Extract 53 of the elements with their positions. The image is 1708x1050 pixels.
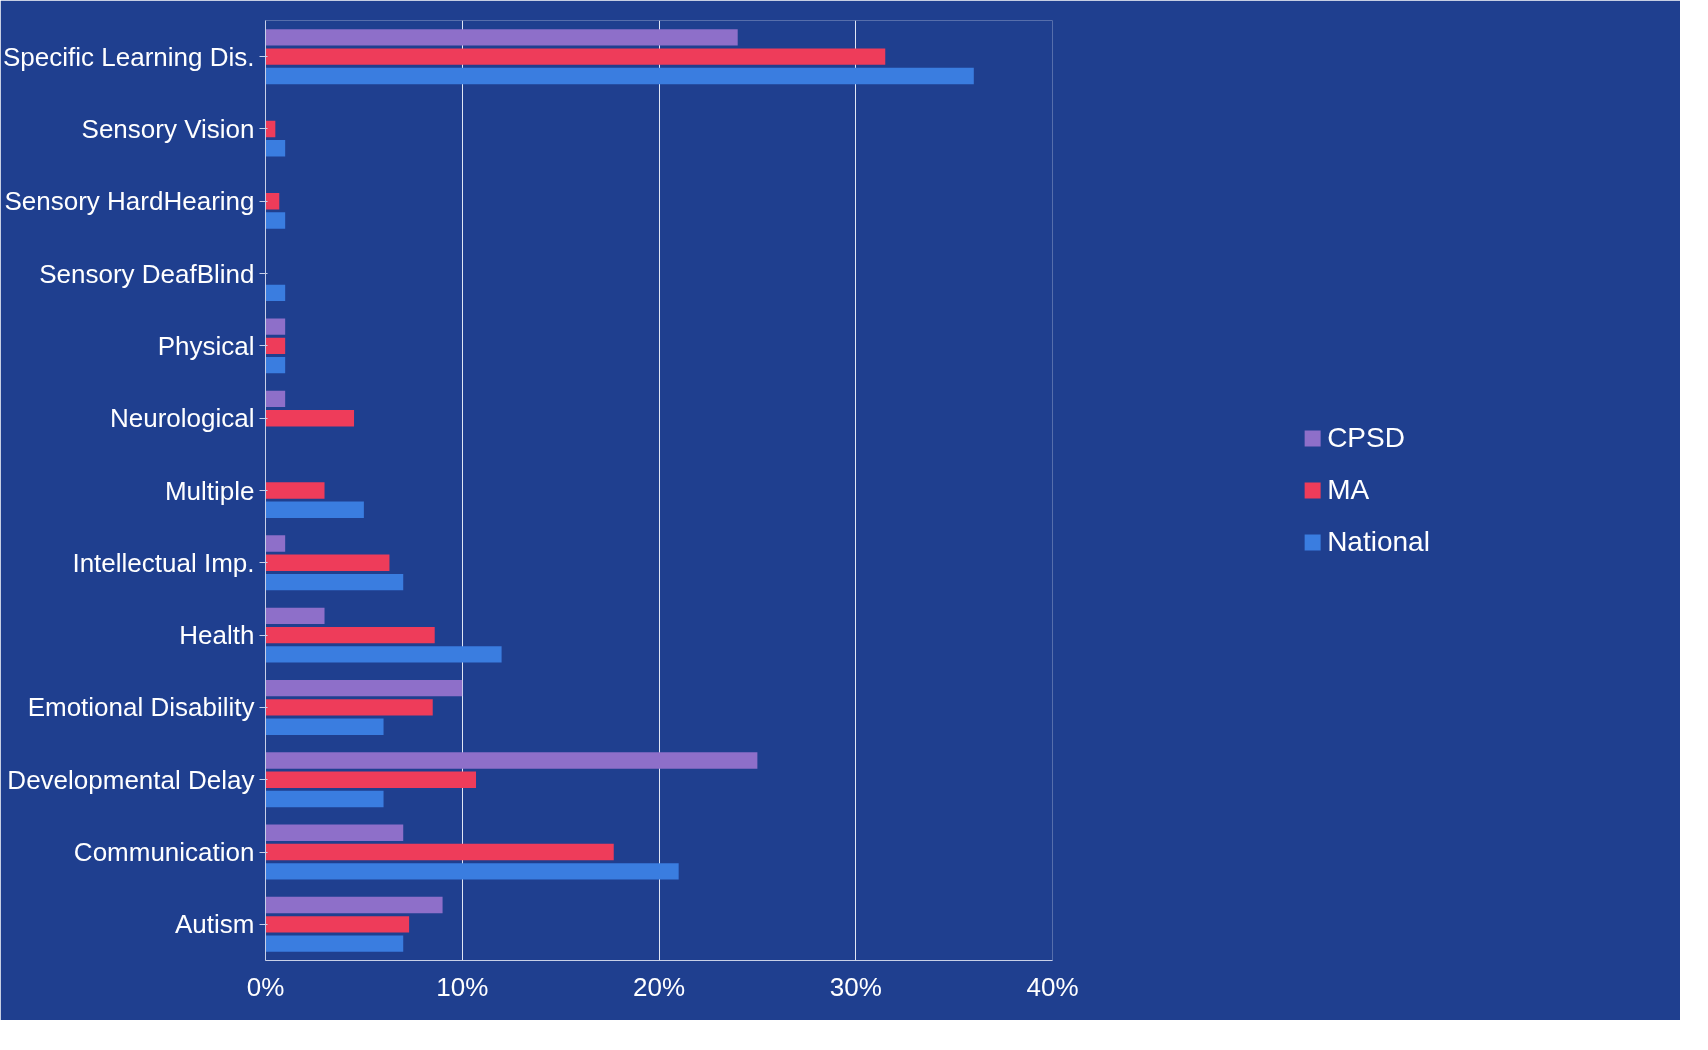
- bar: [265, 863, 679, 880]
- bar: [265, 554, 390, 571]
- bar: [265, 752, 758, 769]
- y-tick-label: Sensory HardHearing: [4, 186, 255, 217]
- bar: [265, 573, 404, 591]
- bar: [265, 390, 286, 408]
- y-tick-label: Developmental Delay: [7, 764, 255, 795]
- y-tick-label: Sensory Vision: [81, 113, 255, 144]
- y-tick-label: Health: [179, 620, 255, 651]
- y-tick-label: Autism: [175, 909, 255, 940]
- bar: [265, 896, 443, 914]
- bar: [265, 916, 410, 933]
- bar: [265, 535, 286, 552]
- bar: [265, 679, 463, 697]
- legend-label: MA: [1327, 474, 1370, 506]
- bar: [265, 646, 502, 663]
- bar: [265, 699, 433, 716]
- bar: [265, 482, 325, 499]
- bar: [265, 48, 886, 65]
- y-tick-label: Sensory DeafBlind: [39, 258, 255, 289]
- bar: [265, 935, 404, 952]
- bar: [265, 824, 404, 841]
- y-tick-label: Physical: [157, 330, 255, 361]
- legend-label: National: [1327, 526, 1430, 558]
- y-tick-label: Intellectual Imp.: [72, 547, 255, 578]
- bar: [265, 212, 286, 229]
- bar: [265, 501, 364, 518]
- x-tick-label: 40%: [1026, 971, 1079, 1002]
- bar: [265, 193, 280, 210]
- bar: [265, 790, 384, 808]
- bar: [265, 843, 614, 861]
- x-tick-label: 30%: [829, 971, 882, 1002]
- bar: [265, 607, 325, 625]
- bar: [265, 410, 355, 427]
- y-tick-label: Communication: [73, 837, 255, 868]
- y-tick-label: Specific Learning Dis.: [3, 41, 255, 72]
- bar: [265, 140, 286, 157]
- bar: [265, 337, 286, 355]
- bar: [265, 718, 384, 735]
- bar: [265, 67, 974, 85]
- x-tick-label: 0%: [246, 971, 285, 1002]
- y-tick-label: Multiple: [164, 475, 255, 506]
- x-tick-label: 20%: [632, 971, 686, 1002]
- bar: [265, 626, 435, 644]
- bar: [265, 318, 286, 335]
- y-tick-label: Neurological: [109, 403, 255, 434]
- bar: [265, 771, 477, 788]
- legend-label: CPSD: [1327, 422, 1405, 454]
- y-tick-label: Emotional Disability: [27, 692, 255, 723]
- x-tick-label: 10%: [436, 971, 489, 1002]
- bar: [265, 29, 738, 46]
- bar: [265, 284, 286, 302]
- bar: [265, 356, 286, 374]
